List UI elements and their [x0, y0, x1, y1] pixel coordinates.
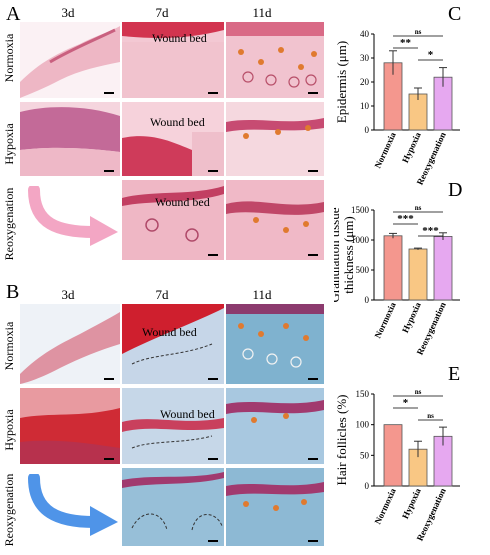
scale-bar — [308, 170, 318, 172]
wound-bed-label-a3: Wound bed — [155, 195, 210, 209]
scale-bar — [104, 170, 114, 172]
panel-label-e: E — [448, 363, 461, 385]
y-tick-label: 0 — [365, 125, 370, 135]
chart-svg: Granulation tissue thickness (μm)05001000… — [327, 204, 460, 357]
chart-c: Epidermis (μm) 0 10 20 30 40 Normoxia Hypoxia Re… — [334, 20, 490, 190]
scale-bar — [308, 378, 318, 380]
scale-bar — [104, 92, 114, 94]
y-axis-label: Hair follicles (%) — [334, 395, 349, 486]
scale-bar — [104, 458, 114, 460]
scale-bar — [208, 170, 218, 172]
he-hypoxia-11d-image — [226, 102, 324, 176]
row-label-normoxia-b: Normoxia — [2, 321, 16, 371]
scale-bar — [308, 540, 318, 542]
col-label-11d-b: 11d — [252, 287, 272, 302]
significance-label: ns — [415, 28, 422, 36]
significance-label: ns — [427, 412, 434, 420]
row-label-reoxygenation-b: Reoxygenation — [2, 473, 16, 547]
wound-bed-label-a1: Wound bed — [152, 31, 207, 45]
x-tick-label: Normoxia — [372, 300, 398, 340]
col-label-7d-b: 7d — [155, 287, 169, 302]
y-tick-label: 1500 — [351, 205, 370, 215]
masson-normoxia-7d-image — [122, 304, 224, 384]
bar — [433, 236, 453, 301]
masson-reoxygenation-11d-image — [226, 468, 324, 546]
y-tick-label: 50 — [360, 450, 370, 460]
x-tick-label: Hypoxia — [400, 130, 423, 164]
reoxygenation-arrow-icon — [28, 186, 118, 246]
reoxygenation-arrow-icon-b — [28, 474, 118, 536]
chart-svg: Hair follicles (%) 0 50 100 150 Normoxia Hypox… — [334, 388, 460, 543]
scale-bar — [308, 458, 318, 460]
bar — [408, 248, 428, 301]
y-axis-label: Epidermis (μm) — [334, 41, 349, 123]
he-reoxygenation-7d-image — [122, 180, 224, 260]
wound-bed-label-a2: Wound bed — [150, 115, 205, 129]
scale-bar — [208, 92, 218, 94]
masson-normoxia-3d-image — [20, 304, 120, 384]
row-label-reoxygenation-a: Reoxygenation — [2, 187, 16, 261]
chart-e: Hair follicles (%) 0 50 100 150 Normoxia Hypox… — [334, 380, 490, 546]
x-tick-label: Hypoxia — [400, 300, 423, 334]
significance-label: ** — [400, 37, 412, 49]
he-hypoxia-7d-image — [122, 102, 224, 176]
scale-bar — [104, 378, 114, 380]
y-tick-label: 0 — [365, 295, 370, 305]
col-label-7d-a: 7d — [155, 5, 169, 20]
scale-bar — [308, 92, 318, 94]
he-normoxia-11d-image — [226, 22, 324, 98]
y-tick-label: 40 — [360, 29, 370, 39]
chart-d: Granulation tissue thickness (μm) 0 500 1000… — [327, 196, 490, 360]
scale-bar — [208, 458, 218, 460]
panel-label-c: C — [448, 3, 462, 25]
he-normoxia-3d-image — [20, 22, 120, 98]
x-tick-label: Hypoxia — [400, 486, 423, 520]
bar — [383, 424, 403, 487]
y-tick-label: 1000 — [351, 235, 370, 245]
x-tick-label: Normoxia — [372, 486, 398, 526]
significance-label: * — [428, 49, 434, 61]
scale-bar — [308, 254, 318, 256]
y-tick-label: 10 — [360, 101, 370, 111]
wound-bed-label-b2: Wound bed — [160, 407, 215, 421]
masson-hypoxia-7d-image — [122, 388, 224, 464]
masson-reoxygenation-7d-image — [122, 468, 224, 546]
panel-label-d: D — [448, 179, 463, 201]
significance-label: *** — [397, 213, 414, 225]
y-tick-label: 30 — [360, 53, 370, 63]
bar — [383, 235, 403, 301]
significance-label: ns — [415, 204, 422, 212]
col-label-3d-b: 3d — [61, 287, 75, 302]
he-reoxygenation-11d-image — [226, 180, 324, 260]
panel-label-a: A — [6, 3, 21, 25]
scale-bar — [208, 254, 218, 256]
masson-normoxia-11d-image — [226, 304, 324, 384]
y-tick-label: 150 — [356, 389, 370, 399]
y-tick-label: 100 — [356, 420, 370, 430]
masson-hypoxia-3d-image — [20, 388, 120, 464]
significance-label: * — [403, 397, 409, 409]
y-tick-label: 500 — [356, 265, 370, 275]
col-label-3d-a: 3d — [61, 5, 75, 20]
wound-bed-label-b1: Wound bed — [142, 325, 197, 339]
panel-label-b: B — [6, 281, 20, 303]
row-label-hypoxia-b: Hypoxia — [2, 409, 16, 451]
scale-bar — [208, 378, 218, 380]
y-axis-label: thickness (μm) — [341, 216, 356, 293]
he-normoxia-7d-image — [122, 22, 224, 98]
y-tick-label: 20 — [360, 77, 370, 87]
row-label-hypoxia-a: Hypoxia — [2, 123, 16, 165]
he-hypoxia-3d-image — [20, 102, 120, 176]
masson-hypoxia-11d-image — [226, 388, 324, 464]
scale-bar — [208, 540, 218, 542]
significance-label: ns — [415, 388, 422, 396]
col-label-11d-a: 11d — [252, 5, 272, 20]
y-tick-label: 0 — [365, 481, 370, 491]
x-tick-label: Normoxia — [372, 130, 398, 170]
significance-label: *** — [422, 225, 439, 237]
row-label-normoxia-a: Normoxia — [2, 33, 16, 83]
